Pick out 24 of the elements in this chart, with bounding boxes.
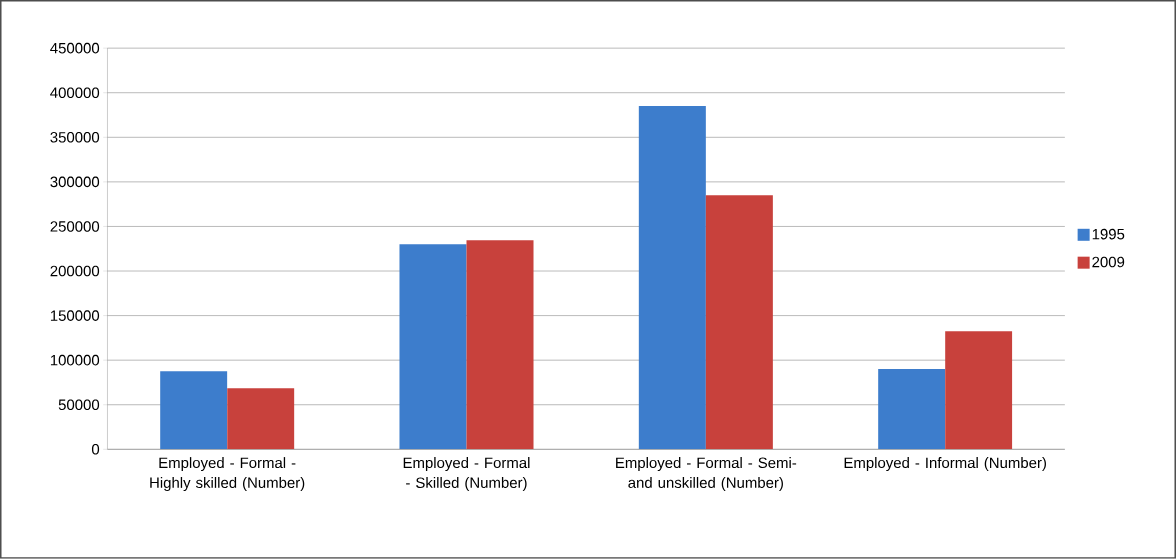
legend-label: 1995 [1092,228,1125,240]
y-tick-label: 250000 [50,221,100,232]
legend-label: 2009 [1092,256,1125,268]
y-tick-label: 150000 [50,310,100,322]
x-tick-label: Employed - Formal - Semi- and unskilled (Number) [616,457,797,492]
bar [160,371,228,450]
bar [227,388,295,450]
y-tick-label: 50000 [58,399,100,411]
y-tick-label: 100000 [50,355,100,366]
y-tick-label: 300000 [50,176,100,188]
y-tick-label: 0 [91,444,100,455]
x-tick-label: Employed - Formal - Highly skilled (Number) [150,457,305,492]
y-tick-label: 400000 [50,87,100,99]
bar [945,331,1013,450]
y-tick-label: 200000 [50,265,100,277]
bar [466,240,534,450]
bar [399,244,467,450]
x-tick-label: Employed - Formal - Skilled (Number) [403,457,530,492]
bar [878,369,946,450]
bar [638,106,706,450]
bar [705,195,773,450]
y-tick-label: 450000 [50,43,100,54]
x-tick-label: Employed - Informal (Number) [844,457,1046,472]
y-tick-label: 350000 [50,132,100,143]
